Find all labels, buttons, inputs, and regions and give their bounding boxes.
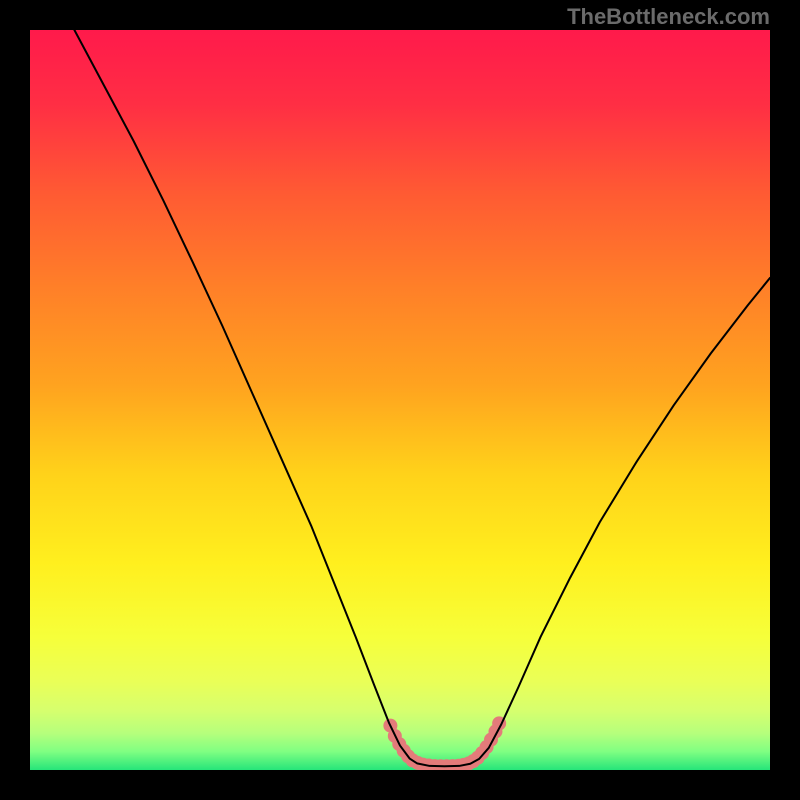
- plot-svg: [30, 30, 770, 770]
- plot-area: [30, 30, 770, 770]
- chart-frame: TheBottleneck.com: [0, 0, 800, 800]
- watermark-text: TheBottleneck.com: [567, 4, 770, 30]
- bottleneck-curve: [74, 30, 770, 766]
- highlight-markers: [383, 716, 506, 770]
